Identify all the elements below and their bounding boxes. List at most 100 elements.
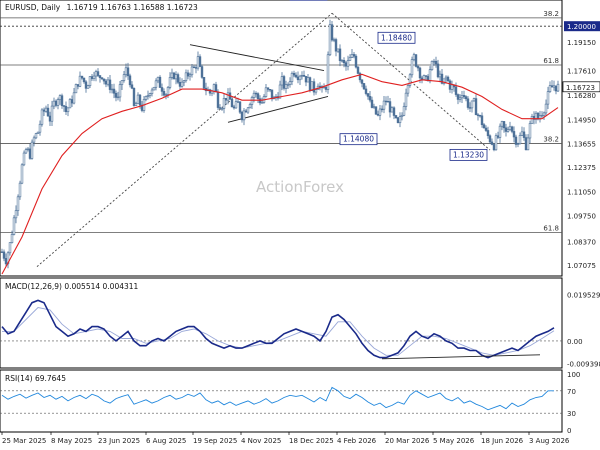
candle-body (26, 148, 30, 151)
candle-body (280, 76, 284, 86)
level-tag (564, 21, 600, 32)
candle-body (144, 96, 148, 100)
candle-body (34, 133, 38, 139)
candle-body (230, 99, 234, 108)
candle-layer (0, 19, 560, 269)
candle-body (368, 96, 372, 101)
candle-body (214, 84, 218, 93)
candle-body (544, 103, 548, 114)
candle-body (414, 54, 418, 67)
candle-body (176, 74, 180, 83)
candle-body (86, 85, 90, 89)
candle-body (388, 101, 392, 113)
candle-body (248, 104, 252, 109)
candle-body (486, 130, 490, 137)
candle-body (466, 98, 470, 108)
fib-label: 38.2 (543, 135, 559, 143)
candle-body (552, 85, 556, 88)
candle-body (390, 107, 394, 113)
candle-body (48, 115, 52, 122)
candle-body (360, 79, 364, 84)
candle-body (104, 80, 108, 85)
macd-line (1, 299, 555, 359)
candle-body (100, 77, 104, 80)
candle-body (412, 54, 416, 60)
candle-body (264, 87, 268, 97)
candle-body (530, 116, 534, 124)
candle-body (270, 89, 274, 100)
y-tick-label: 1.20000 (567, 23, 596, 31)
candle-body (444, 76, 448, 80)
candle-body (462, 95, 466, 97)
candle-body (328, 24, 332, 56)
candle-body (120, 80, 124, 85)
candle-body (308, 77, 312, 92)
candle-body (76, 84, 80, 87)
candle-body (226, 92, 230, 101)
candle-body (404, 92, 408, 107)
candle-body (324, 86, 328, 90)
x-tick-label: 23 Jun 2025 (98, 437, 140, 445)
fib-label: 61.8 (543, 224, 559, 232)
candle-body (482, 124, 486, 129)
candle-body (494, 135, 498, 151)
macd-title: MACD(12,26,9) 0.005514 0.004311 (5, 282, 139, 291)
candle-body (416, 66, 420, 69)
candle-body (290, 72, 294, 82)
candle-body (156, 76, 160, 82)
candle-body (322, 86, 326, 89)
y-tick-label: 1.13655 (567, 141, 596, 149)
candle-body (44, 107, 48, 112)
candle-body (246, 107, 250, 113)
candle-body (378, 108, 382, 116)
candle-body (150, 89, 154, 94)
candle-body (438, 73, 442, 78)
candle-body (524, 137, 528, 151)
candle-body (194, 67, 198, 69)
candle-body (68, 99, 72, 109)
candle-body (80, 75, 84, 79)
candle-body (130, 84, 134, 89)
candle-body (138, 94, 142, 106)
candle-body (484, 127, 488, 131)
last-price-label: 1.16723 (566, 84, 595, 92)
candle-body (516, 143, 520, 145)
candle-body (122, 74, 126, 81)
candle-body (152, 86, 156, 91)
candle-body (102, 78, 106, 82)
candle-body (392, 107, 396, 116)
candle-body (174, 74, 178, 80)
candle-body (344, 62, 348, 67)
candle-body (250, 97, 254, 105)
candle-body (464, 96, 468, 100)
candle-body (354, 55, 358, 68)
candle-body (396, 117, 400, 124)
candle-body (294, 74, 298, 78)
candle-body (8, 242, 12, 254)
candle-body (526, 137, 530, 151)
candle-body (300, 75, 304, 77)
candle-body (342, 59, 346, 64)
candle-body (318, 85, 322, 88)
y-tick-label: 1.17610 (567, 67, 596, 75)
candle-body (356, 66, 360, 74)
candle-body (488, 135, 492, 143)
candle-body (158, 76, 162, 88)
candle-body (314, 89, 318, 93)
candle-body (90, 76, 94, 79)
candle-body (520, 131, 524, 136)
rsi-panel-frame (0, 369, 563, 433)
candle-body (190, 66, 194, 76)
candle-body (454, 86, 458, 95)
annotation-label: 1.13230 (453, 150, 484, 159)
candle-body (518, 135, 522, 144)
y-tick-label: 1.14950 (567, 117, 596, 125)
macd-panel-frame (0, 277, 563, 369)
candle-body (522, 131, 526, 138)
candle-body (46, 107, 50, 117)
candle-body (492, 144, 496, 151)
candle-body (114, 92, 118, 98)
candle-body (98, 75, 102, 78)
candle-body (358, 73, 362, 81)
candle-body (134, 103, 138, 106)
